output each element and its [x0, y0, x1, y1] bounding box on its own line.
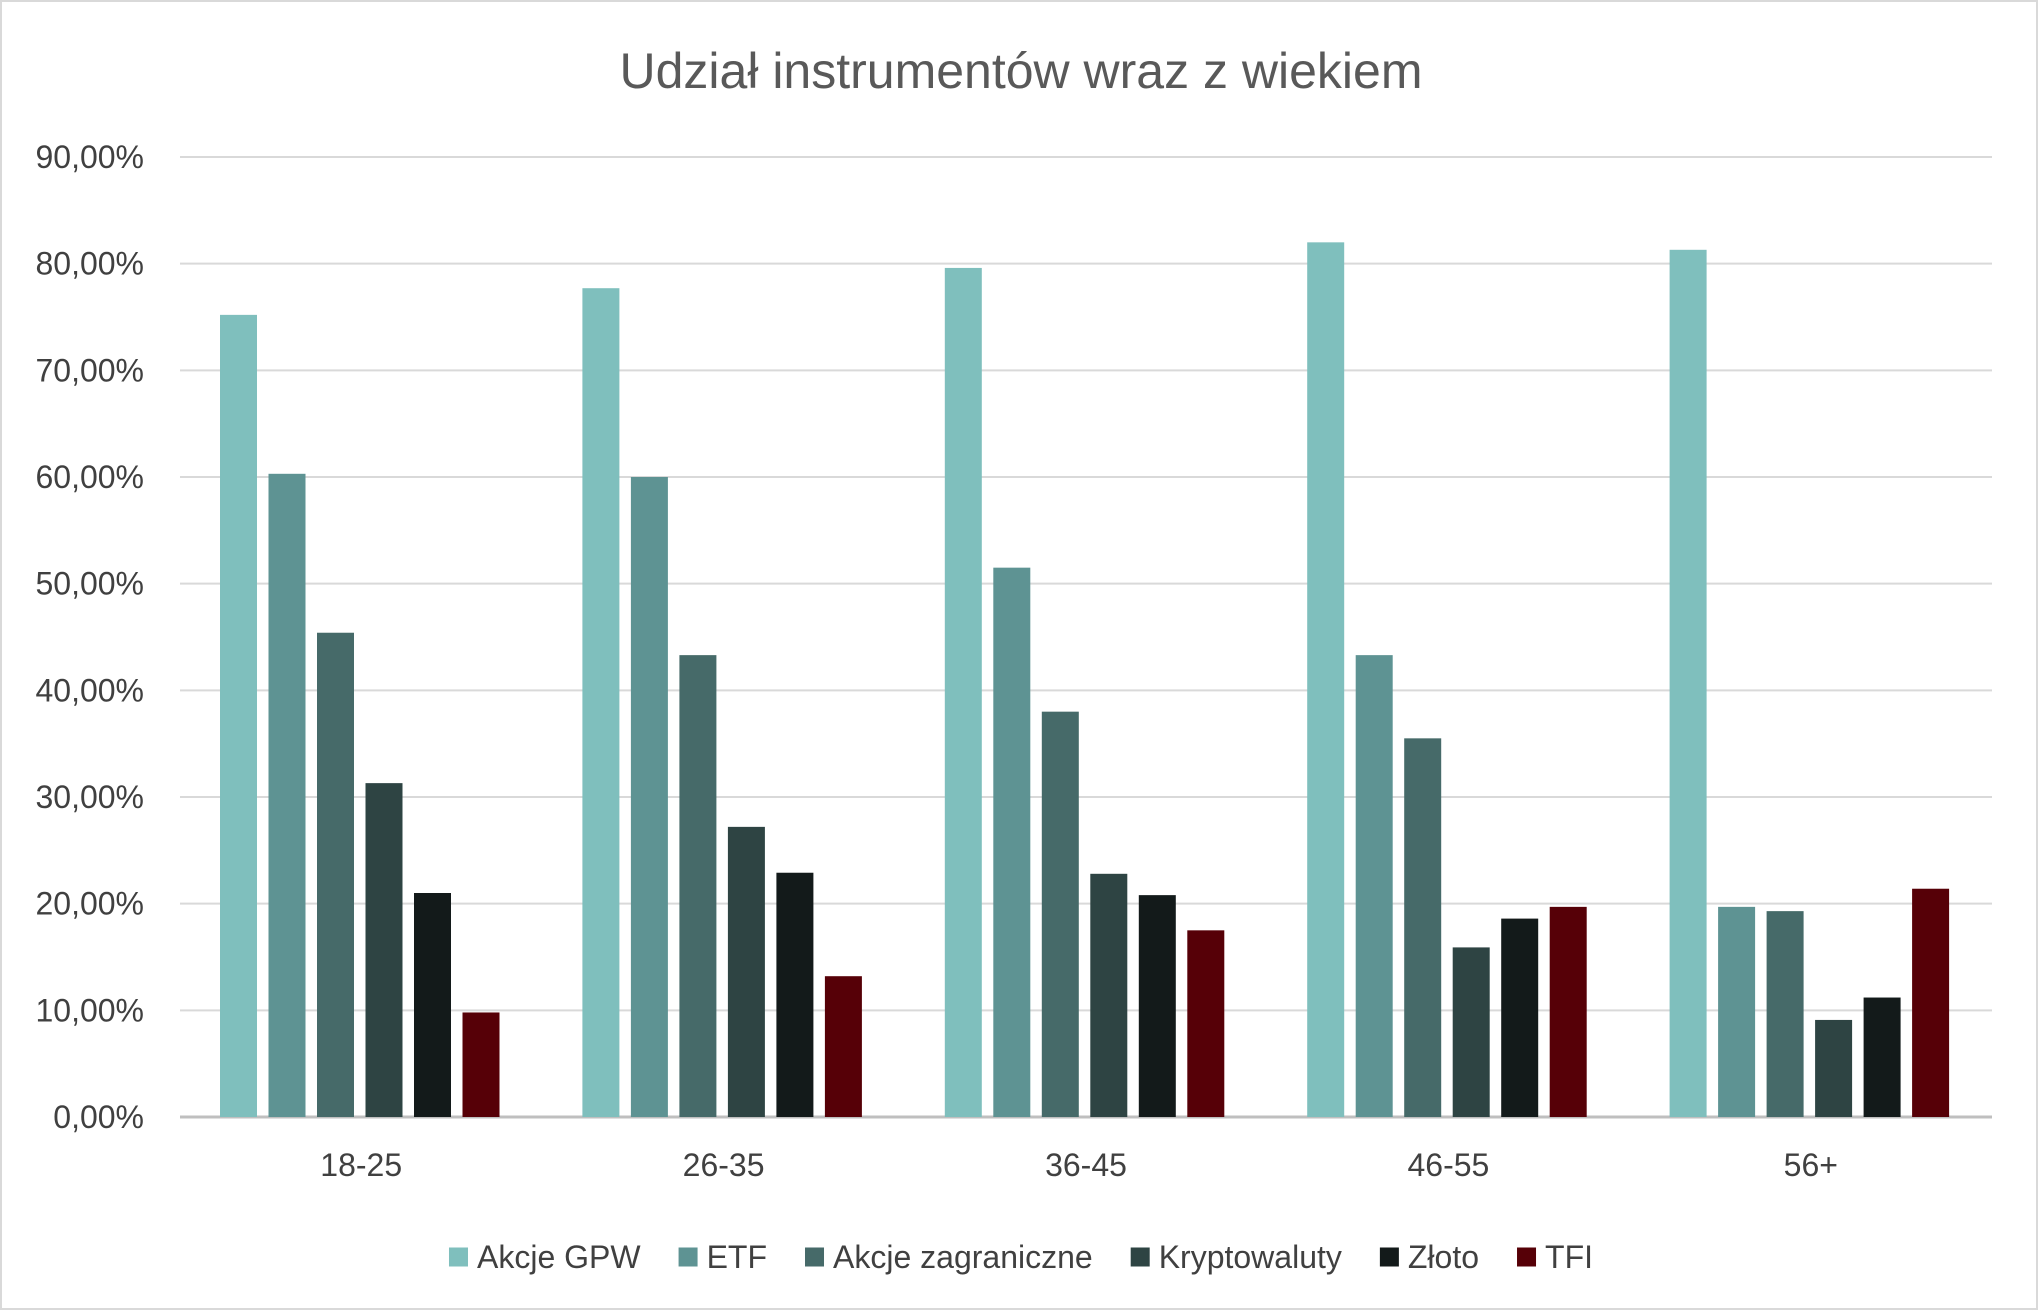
bar-akcje-zagraniczne-18-25 [317, 632, 354, 1117]
y-tick-label: 10,00% [35, 992, 144, 1028]
legend-label: Kryptowaluty [1159, 1239, 1342, 1275]
bar-akcje-zagraniczne-56+ [1766, 911, 1804, 1117]
y-tick-label: 40,00% [35, 672, 144, 708]
x-tick-label: 36-45 [1045, 1147, 1127, 1183]
bar-tfi-56+ [1912, 888, 1950, 1117]
y-tick-label: 20,00% [35, 886, 144, 922]
bar-etf-18-25 [268, 473, 306, 1117]
bar-z-oto-18-25 [414, 893, 451, 1117]
legend-swatch [1130, 1247, 1150, 1267]
x-tick-label: 46-55 [1407, 1147, 1489, 1183]
bar-kryptowaluty-46-55 [1452, 947, 1490, 1117]
x-tick-label: 18-25 [320, 1147, 402, 1183]
legend-swatch [448, 1247, 468, 1267]
bar-etf-56+ [1718, 906, 1756, 1117]
bar-akcje-gpw-18-25 [220, 314, 257, 1117]
y-tick-label: 50,00% [35, 566, 144, 602]
bar-tfi-46-55 [1549, 906, 1587, 1117]
legend-label: Akcje zagraniczne [833, 1239, 1093, 1275]
x-tick-label: 26-35 [683, 1147, 765, 1183]
bar-z-oto-26-35 [776, 872, 814, 1117]
y-tick-label: 30,00% [35, 779, 144, 815]
bar-akcje-zagraniczne-36-45 [1041, 711, 1079, 1117]
bar-akcje-zagraniczne-46-55 [1404, 738, 1442, 1117]
bar-akcje-gpw-36-45 [944, 267, 982, 1117]
y-tick-label: 90,00% [35, 139, 144, 175]
y-tick-label: 80,00% [35, 246, 144, 282]
bar-kryptowaluty-26-35 [727, 826, 765, 1117]
legend-label: Złoto [1408, 1239, 1479, 1275]
bar-z-oto-56+ [1863, 997, 1901, 1117]
bar-etf-26-35 [630, 477, 668, 1117]
legend-label: ETF [707, 1239, 767, 1275]
x-axis-ticks: 18-25 26-35 36-45 46-55 56+ [320, 1147, 1838, 1183]
bar-akcje-gpw-56+ [1669, 249, 1707, 1118]
bar-etf-46-55 [1355, 655, 1393, 1117]
bar-kryptowaluty-56+ [1815, 1019, 1853, 1117]
legend: Akcje GPW ETF Akcje zagraniczne Kryptowalut… [448, 1239, 1593, 1275]
bar-kryptowaluty-18-25 [365, 783, 403, 1117]
y-tick-label: 60,00% [35, 459, 144, 495]
bar-akcje-gpw-46-55 [1307, 242, 1345, 1118]
y-tick-label: 70,00% [35, 352, 144, 388]
bar-kryptowaluty-36-45 [1090, 873, 1128, 1117]
bar-tfi-36-45 [1187, 930, 1225, 1117]
bar-etf-36-45 [993, 567, 1031, 1117]
bar-z-oto-46-55 [1501, 918, 1539, 1117]
legend-swatch [1517, 1247, 1537, 1267]
y-axis-ticks: 0,00% 10,00% 20,00% 30,00% 40,00% 50,00% 60,00… [35, 139, 144, 1135]
legend-label: TFI [1545, 1239, 1593, 1275]
bar-akcje-gpw-26-35 [582, 288, 620, 1117]
bar-tfi-26-35 [824, 976, 862, 1117]
legend-label: Akcje GPW [477, 1239, 641, 1275]
legend-swatch [678, 1247, 698, 1267]
chart-title: Udział instrumentów wraz z wiekiem [619, 43, 1422, 99]
bar-tfi-18-25 [462, 1012, 500, 1117]
y-tick-label: 0,00% [53, 1099, 144, 1135]
bars [220, 242, 1950, 1118]
legend-swatch [805, 1247, 825, 1267]
gridlines [180, 156, 1992, 1119]
bar-akcje-zagraniczne-26-35 [679, 655, 717, 1117]
x-tick-label: 56+ [1784, 1147, 1838, 1183]
bar-z-oto-36-45 [1138, 895, 1176, 1117]
legend-swatch [1379, 1247, 1399, 1267]
